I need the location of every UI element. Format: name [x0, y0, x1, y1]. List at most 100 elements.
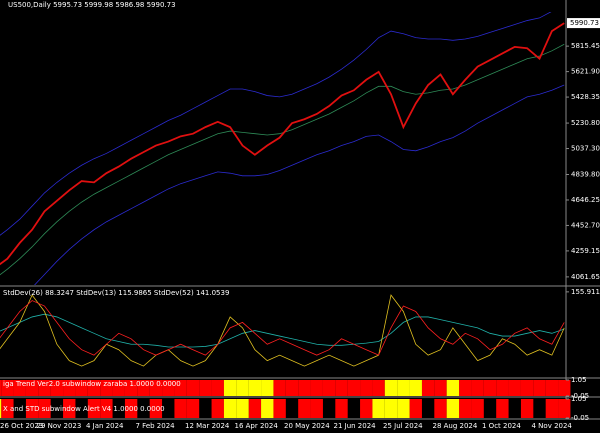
bar [0, 380, 2, 396]
bar [434, 380, 447, 396]
bar [174, 380, 187, 396]
bar [459, 399, 472, 418]
bar [496, 380, 509, 396]
bar [310, 380, 323, 396]
x-tick-label: 29 Nov 2023 [37, 422, 82, 430]
bar [261, 399, 274, 418]
bar [261, 380, 274, 396]
bar [162, 380, 175, 396]
bar [545, 399, 559, 418]
bar [236, 399, 249, 418]
x-tick-label: 20 May 2024 [284, 422, 330, 430]
y-tick-label: 4646.25 [571, 196, 600, 204]
bar [186, 380, 200, 396]
bar [360, 399, 373, 418]
bar [335, 380, 348, 396]
bar [409, 380, 422, 396]
bar [298, 380, 311, 396]
y-tick-label: 4259.15 [571, 247, 600, 255]
bar [248, 380, 262, 396]
bar [298, 399, 311, 418]
bar [87, 399, 101, 418]
bar [13, 380, 26, 396]
bar [322, 380, 336, 396]
bar [149, 399, 163, 418]
series-line [0, 22, 565, 266]
pane [0, 294, 565, 367]
bar [100, 399, 113, 418]
x-tick-label: 12 Mar 2024 [185, 422, 230, 430]
bar [100, 380, 113, 396]
y-tick-label: -0.05 [571, 392, 589, 400]
x-tick-label: 1 Oct 2024 [482, 422, 521, 430]
bar [50, 380, 64, 396]
bar [1, 399, 14, 418]
series-line [0, 294, 565, 367]
y-tick-label: 5230.80 [571, 119, 600, 127]
bar [397, 399, 410, 418]
series-line [0, 43, 565, 276]
bar [63, 399, 76, 418]
bar [446, 380, 460, 396]
bar [38, 399, 51, 418]
bar [149, 380, 163, 396]
bar [471, 399, 484, 418]
bar [533, 380, 546, 396]
y-tick-label: 4839.80 [571, 171, 600, 179]
bar [310, 399, 323, 418]
bar [520, 380, 534, 396]
bar [273, 380, 286, 396]
bar [199, 380, 212, 396]
price-box [567, 18, 600, 29]
pane [0, 12, 565, 285]
bar [384, 380, 398, 396]
bar [124, 380, 138, 396]
bar [496, 399, 509, 418]
x-tick-label: 16 Apr 2024 [235, 422, 279, 430]
bar [38, 380, 51, 396]
bar [545, 380, 559, 396]
bar [25, 399, 39, 418]
series-line [34, 84, 565, 285]
price-label: 5990.73 [570, 19, 599, 27]
bar [409, 399, 422, 418]
pane [0, 399, 571, 418]
series-line [0, 300, 565, 356]
marks [0, 12, 571, 418]
bar [421, 380, 435, 396]
bar [372, 399, 385, 418]
bar [211, 399, 224, 418]
bar [223, 380, 237, 396]
y-tick-label: 1.05 [571, 376, 587, 384]
bar [285, 380, 299, 396]
bar [0, 399, 2, 418]
series-line [0, 313, 565, 348]
y-tick-label: 5621.90 [571, 68, 600, 76]
series-line [0, 12, 552, 236]
bar [75, 380, 88, 396]
bar [558, 380, 571, 396]
x-tick-label: 25 Jul 2024 [383, 422, 423, 430]
pane-title: X and STD subwindow Alert V4 1.0000 0.00… [3, 405, 165, 413]
bar [63, 380, 76, 396]
pane [0, 380, 571, 396]
bar [87, 380, 101, 396]
bar [360, 380, 373, 396]
chart-title: US500,Daily 5995.73 5999.98 5986.98 5990… [8, 1, 176, 9]
bar [434, 399, 447, 418]
y-tick-label: -0.05 [571, 414, 589, 422]
bar [273, 399, 286, 418]
bar [384, 399, 398, 418]
x-tick-label: 21 Jun 2024 [334, 422, 377, 430]
bar [520, 399, 534, 418]
bar [124, 399, 138, 418]
pane-title: iga Trend Ver2.0 subwindow zaraba 1.0000… [3, 380, 181, 388]
bar [211, 380, 224, 396]
bar [558, 399, 571, 418]
bar [372, 380, 385, 396]
bar [1, 380, 14, 396]
bar [112, 380, 125, 396]
bar [397, 380, 410, 396]
